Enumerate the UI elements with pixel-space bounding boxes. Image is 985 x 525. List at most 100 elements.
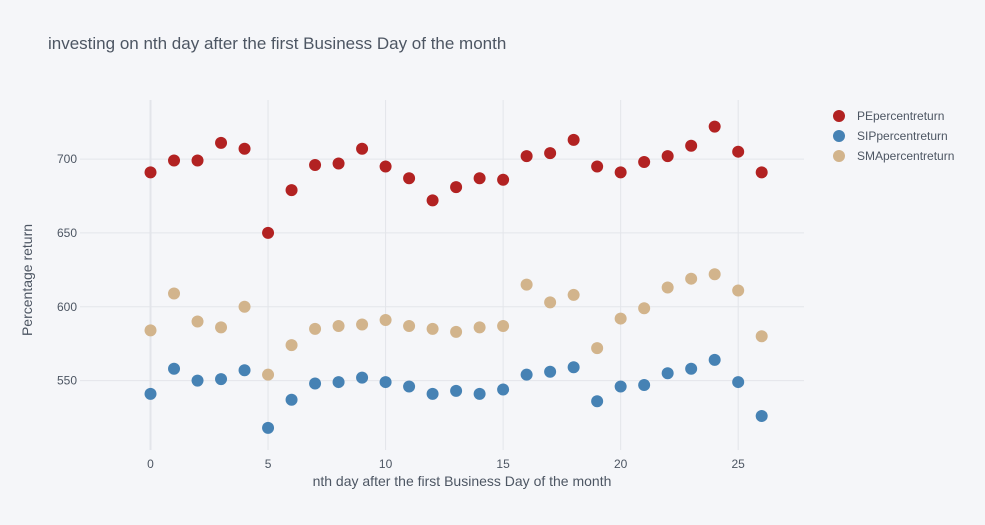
PEpercentreturn-point[interactable] <box>426 194 439 207</box>
SIPpercentreturn-point[interactable] <box>215 373 228 386</box>
SMApercentreturn-point[interactable] <box>356 318 369 331</box>
SIPpercentreturn-point[interactable] <box>426 387 439 400</box>
legend-item[interactable]: SIPpercentreturn <box>833 129 948 143</box>
x-tick-label: 5 <box>265 457 272 471</box>
y-tick-label: 600 <box>57 300 77 314</box>
PEpercentreturn-point[interactable] <box>262 226 275 239</box>
SIPpercentreturn-point[interactable] <box>661 367 674 380</box>
SMApercentreturn-point[interactable] <box>403 319 416 332</box>
PEpercentreturn-point[interactable] <box>661 150 674 163</box>
SIPpercentreturn-point[interactable] <box>285 393 298 406</box>
x-tick-label: 10 <box>379 457 393 471</box>
PEpercentreturn-point[interactable] <box>544 147 557 160</box>
SIPpercentreturn-point[interactable] <box>144 387 157 400</box>
SIPpercentreturn-point[interactable] <box>614 380 627 393</box>
PEpercentreturn-point[interactable] <box>473 172 486 185</box>
legend-item[interactable]: PEpercentreturn <box>833 109 944 123</box>
SIPpercentreturn-point[interactable] <box>332 376 345 389</box>
SIPpercentreturn-point[interactable] <box>309 377 322 390</box>
PEpercentreturn-point[interactable] <box>403 172 416 185</box>
SIPpercentreturn-point[interactable] <box>591 395 604 408</box>
SIPpercentreturn-point[interactable] <box>238 364 251 377</box>
SIPpercentreturn-point[interactable] <box>356 371 369 384</box>
SMApercentreturn-point[interactable] <box>685 272 698 285</box>
SIPpercentreturn-point[interactable] <box>403 380 416 393</box>
SMApercentreturn-point[interactable] <box>661 281 674 294</box>
SIPpercentreturn-point[interactable] <box>379 376 392 389</box>
PEpercentreturn-point[interactable] <box>215 136 228 149</box>
SIPpercentreturn-point[interactable] <box>262 421 275 434</box>
SMApercentreturn-point[interactable] <box>591 342 604 355</box>
PEpercentreturn-point[interactable] <box>591 160 604 173</box>
y-axis-title: Percentage return <box>19 224 35 336</box>
data-points[interactable] <box>144 120 768 434</box>
y-tick-label: 550 <box>57 374 77 388</box>
SIPpercentreturn-point[interactable] <box>567 361 580 374</box>
SIPpercentreturn-point[interactable] <box>191 374 204 387</box>
SMApercentreturn-point[interactable] <box>215 321 228 334</box>
SIPpercentreturn-point[interactable] <box>497 383 510 396</box>
SMApercentreturn-point[interactable] <box>238 300 251 313</box>
SIPpercentreturn-point[interactable] <box>168 362 181 375</box>
PEpercentreturn-point[interactable] <box>732 145 745 158</box>
SIPpercentreturn-point[interactable] <box>638 379 651 392</box>
PEpercentreturn-point[interactable] <box>379 160 392 173</box>
SIPpercentreturn-point[interactable] <box>755 410 768 423</box>
SMApercentreturn-point[interactable] <box>332 319 345 332</box>
PEpercentreturn-point[interactable] <box>685 139 698 152</box>
SMApercentreturn-point[interactable] <box>520 278 533 291</box>
y-tick-label: 700 <box>57 152 77 166</box>
SIPpercentreturn-point[interactable] <box>685 362 698 375</box>
PEpercentreturn-point[interactable] <box>614 166 627 179</box>
SIPpercentreturn-point[interactable] <box>520 368 533 381</box>
legend-item[interactable]: SMApercentreturn <box>833 149 954 163</box>
PEpercentreturn-point[interactable] <box>285 184 298 197</box>
PEpercentreturn-point[interactable] <box>238 142 251 155</box>
SMApercentreturn-point[interactable] <box>497 319 510 332</box>
legend-label: SIPpercentreturn <box>857 129 948 143</box>
PEpercentreturn-point[interactable] <box>708 120 721 133</box>
PEpercentreturn-point[interactable] <box>497 173 510 186</box>
PEpercentreturn-point[interactable] <box>144 166 157 179</box>
SMApercentreturn-point[interactable] <box>144 324 157 337</box>
SIPpercentreturn-point[interactable] <box>708 353 721 366</box>
SMApercentreturn-point[interactable] <box>191 315 204 328</box>
SMApercentreturn-point[interactable] <box>473 321 486 334</box>
PEpercentreturn-point[interactable] <box>191 154 204 167</box>
SMApercentreturn-point[interactable] <box>168 287 181 300</box>
legend-marker <box>833 130 845 142</box>
SIPpercentreturn-point[interactable] <box>732 376 745 389</box>
SMApercentreturn-point[interactable] <box>285 339 298 352</box>
SMApercentreturn-point[interactable] <box>567 288 580 301</box>
SMApercentreturn-point[interactable] <box>544 296 557 309</box>
SMApercentreturn-point[interactable] <box>426 322 439 335</box>
SIPpercentreturn-point[interactable] <box>473 387 486 400</box>
SMApercentreturn-point[interactable] <box>450 325 463 338</box>
SMApercentreturn-point[interactable] <box>614 312 627 325</box>
SMApercentreturn-point[interactable] <box>309 322 322 335</box>
SIPpercentreturn-point[interactable] <box>450 384 463 397</box>
SMApercentreturn-point[interactable] <box>379 314 392 327</box>
PEpercentreturn-point[interactable] <box>450 181 463 194</box>
legend[interactable]: PEpercentreturn SIPpercentreturn SMApercen… <box>833 109 954 163</box>
SMApercentreturn-point[interactable] <box>638 302 651 315</box>
PEpercentreturn-point[interactable] <box>168 154 181 167</box>
PEpercentreturn-point[interactable] <box>309 158 322 171</box>
PEpercentreturn-point[interactable] <box>638 156 651 169</box>
legend-marker <box>833 110 845 122</box>
legend-marker <box>833 150 845 162</box>
PEpercentreturn-point[interactable] <box>755 166 768 179</box>
PEpercentreturn-point[interactable] <box>520 150 533 163</box>
x-tick-label: 20 <box>614 457 628 471</box>
PEpercentreturn-point[interactable] <box>567 133 580 146</box>
PEpercentreturn-point[interactable] <box>332 157 345 170</box>
SMApercentreturn-point[interactable] <box>732 284 745 297</box>
SMApercentreturn-point[interactable] <box>755 330 768 343</box>
SIPpercentreturn-point[interactable] <box>544 365 557 378</box>
SMApercentreturn-point[interactable] <box>708 268 721 281</box>
legend-label: PEpercentreturn <box>857 109 944 123</box>
PEpercentreturn-point[interactable] <box>356 142 369 155</box>
SMApercentreturn-point[interactable] <box>262 368 275 381</box>
tick-labels: 0 5 10 15 20 25 550 600 650 700 <box>57 152 745 471</box>
